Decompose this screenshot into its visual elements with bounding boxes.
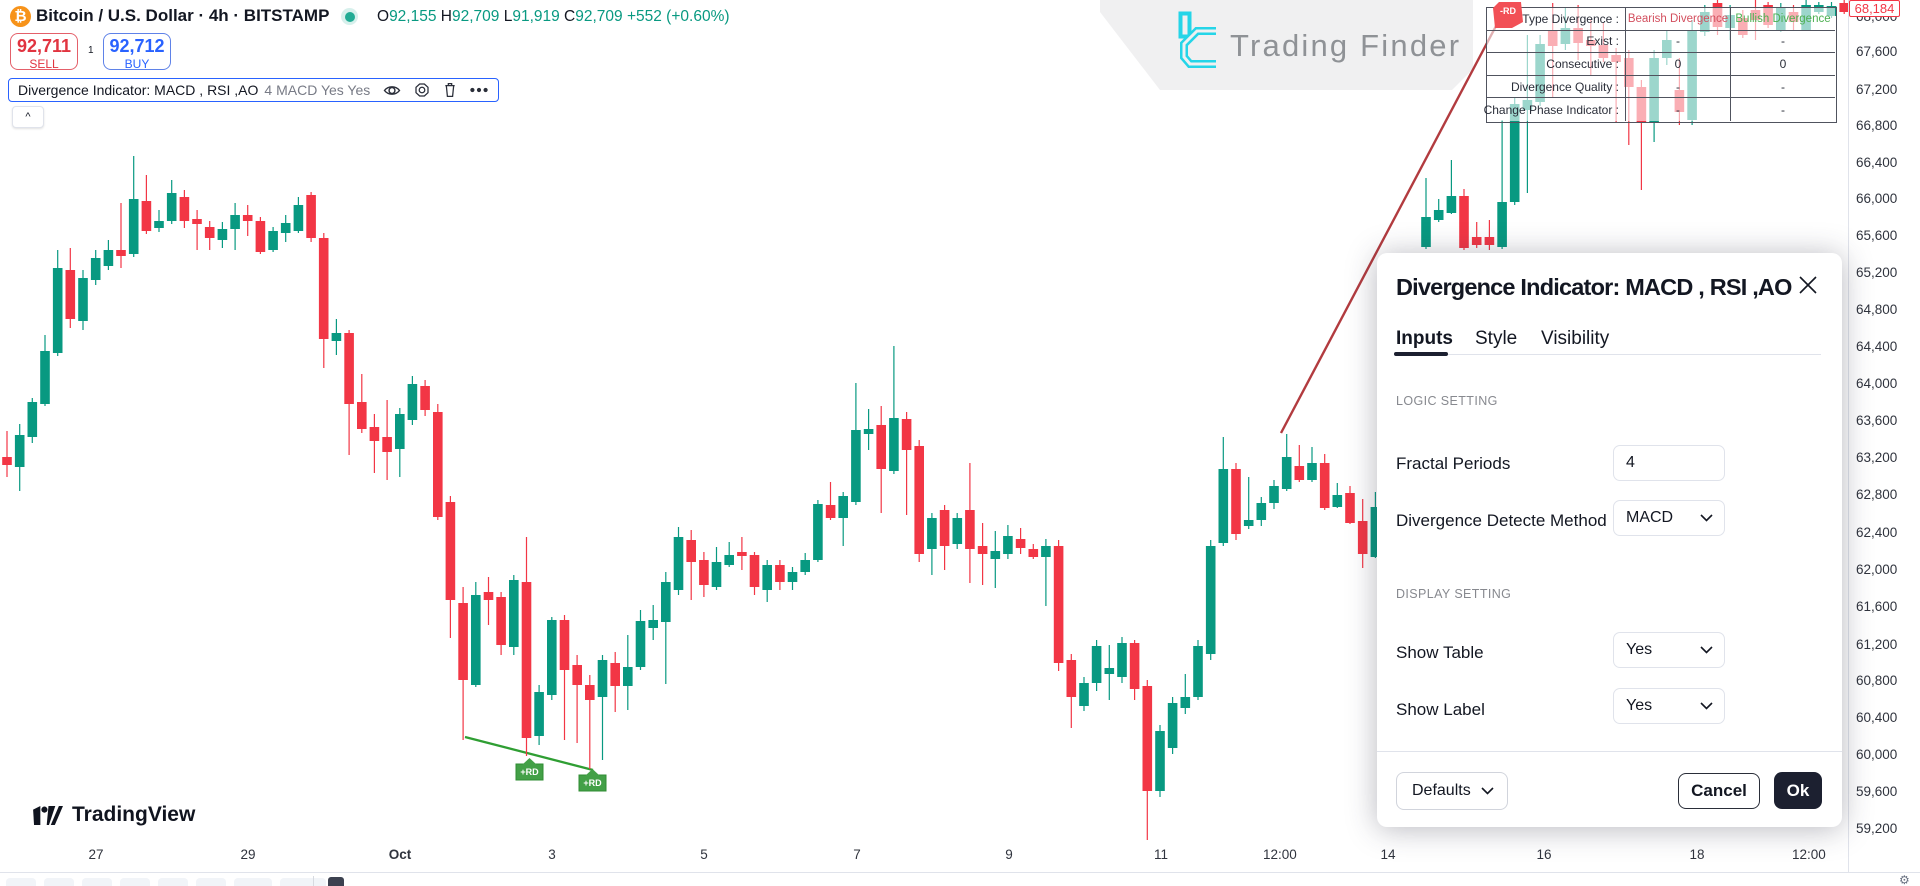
svg-text:-RD: -RD — [1500, 6, 1516, 16]
svg-text:+RD: +RD — [520, 767, 539, 777]
svg-text:Trading Finder: Trading Finder — [1230, 28, 1461, 63]
svg-text:+RD: +RD — [583, 778, 602, 788]
